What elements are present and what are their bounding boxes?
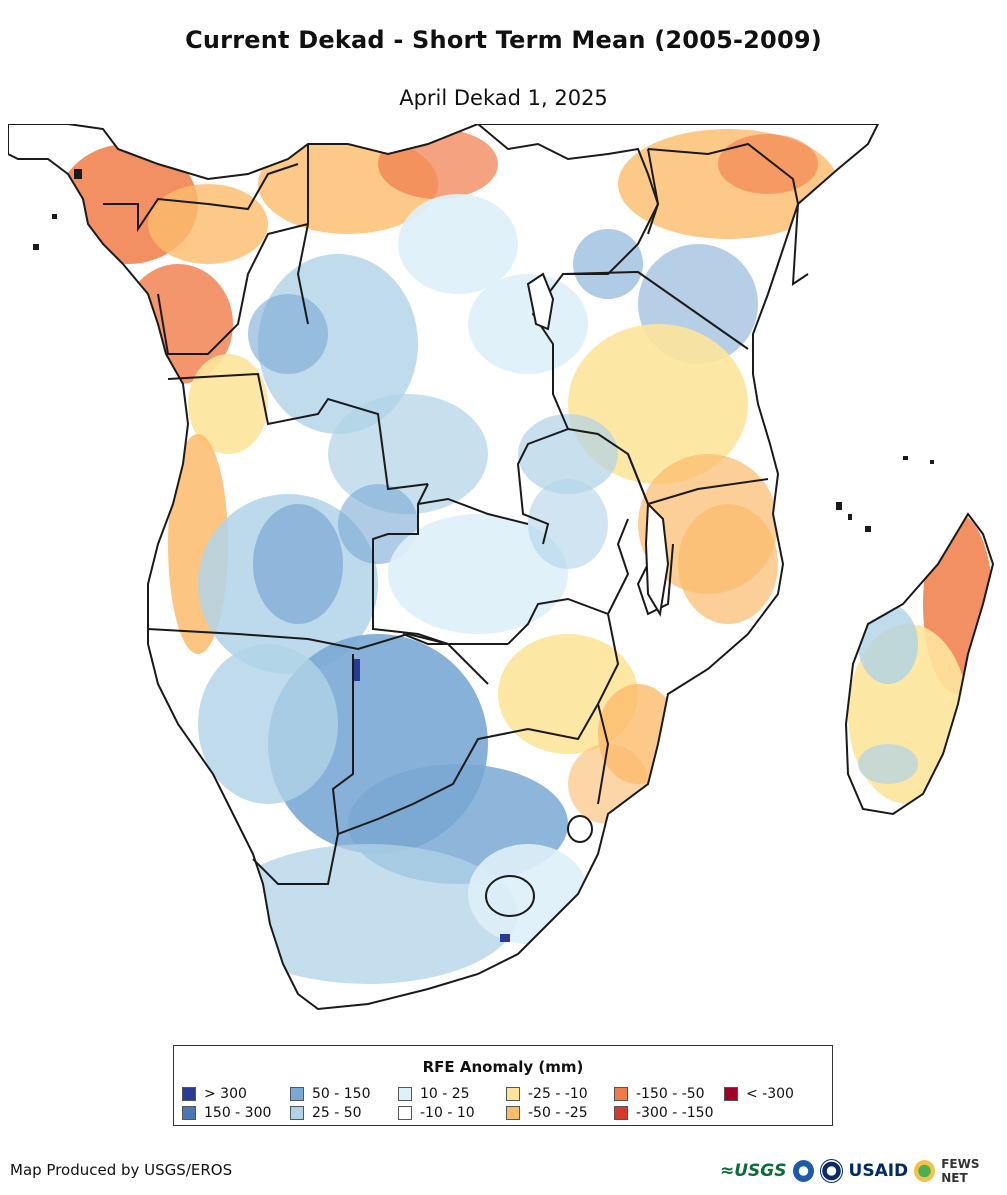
map-credit: Map Produced by USGS/EROS [10, 1161, 233, 1179]
usaid-logo: USAID [848, 1161, 909, 1181]
eswatini-border [567, 815, 593, 843]
map-subtitle: April Dekad 1, 2025 [399, 86, 608, 110]
fews-globe-icon [914, 1160, 936, 1182]
legend-label: 10 - 25 [420, 1086, 470, 1102]
legend-item: -50 - -25 [506, 1105, 588, 1121]
legend-swatch [398, 1087, 412, 1101]
legend-item: > 300 [182, 1086, 247, 1102]
legend-item: -150 - -50 [614, 1086, 705, 1102]
legend-swatch [182, 1087, 196, 1101]
legend-item: 150 - 300 [182, 1105, 271, 1121]
legend-label: 150 - 300 [204, 1105, 272, 1121]
islands [33, 169, 934, 532]
legend-label: 50 - 150 [312, 1086, 371, 1102]
legend-label: -300 - -150 [636, 1105, 714, 1121]
legend-label: -50 - -25 [528, 1105, 588, 1121]
legend-swatch [290, 1087, 304, 1101]
legend-label: -10 - 10 [420, 1105, 475, 1121]
legend-swatch [724, 1087, 738, 1101]
rainfall-anomaly-map [8, 124, 994, 1010]
legend-swatch [506, 1106, 520, 1120]
legend-label: > 300 [204, 1086, 247, 1102]
usaid-seal-icon [819, 1159, 843, 1183]
agency-logos: ≈USGS USAID FEWS NET [720, 1156, 1007, 1186]
legend-label: -150 - -50 [636, 1086, 705, 1102]
legend-swatch [506, 1087, 520, 1101]
legend-item: -300 - -150 [614, 1105, 714, 1121]
legend-swatch [182, 1106, 196, 1120]
legend-item: 10 - 25 [398, 1086, 470, 1102]
legend: RFE Anomaly (mm) > 300 150 - 300 50 - 15… [173, 1045, 833, 1126]
anomaly-patches [58, 129, 993, 984]
lake-malawi [644, 501, 670, 617]
lake-kivu-tanganyika [526, 272, 555, 331]
lesotho-border [485, 875, 535, 917]
legend-swatch [398, 1106, 412, 1120]
legend-label: 25 - 50 [312, 1105, 362, 1121]
legend-label: -25 - -10 [528, 1086, 588, 1102]
legend-item: -25 - -10 [506, 1086, 588, 1102]
legend-item: 50 - 150 [290, 1086, 371, 1102]
legend-item: -10 - 10 [398, 1105, 475, 1121]
legend-title: RFE Anomaly (mm) [422, 1058, 584, 1076]
legend-swatch [614, 1087, 628, 1101]
legend-item: < -300 [724, 1086, 794, 1102]
legend-item: 25 - 50 [290, 1105, 362, 1121]
noaa-logo-icon [792, 1160, 814, 1182]
legend-label: < -300 [746, 1086, 794, 1102]
usgs-logo: ≈USGS [720, 1161, 787, 1181]
legend-swatch [290, 1106, 304, 1120]
fews-net-logo: FEWS NET [941, 1157, 980, 1185]
legend-swatch [614, 1106, 628, 1120]
map-title: Current Dekad - Short Term Mean (2005-20… [185, 26, 822, 54]
